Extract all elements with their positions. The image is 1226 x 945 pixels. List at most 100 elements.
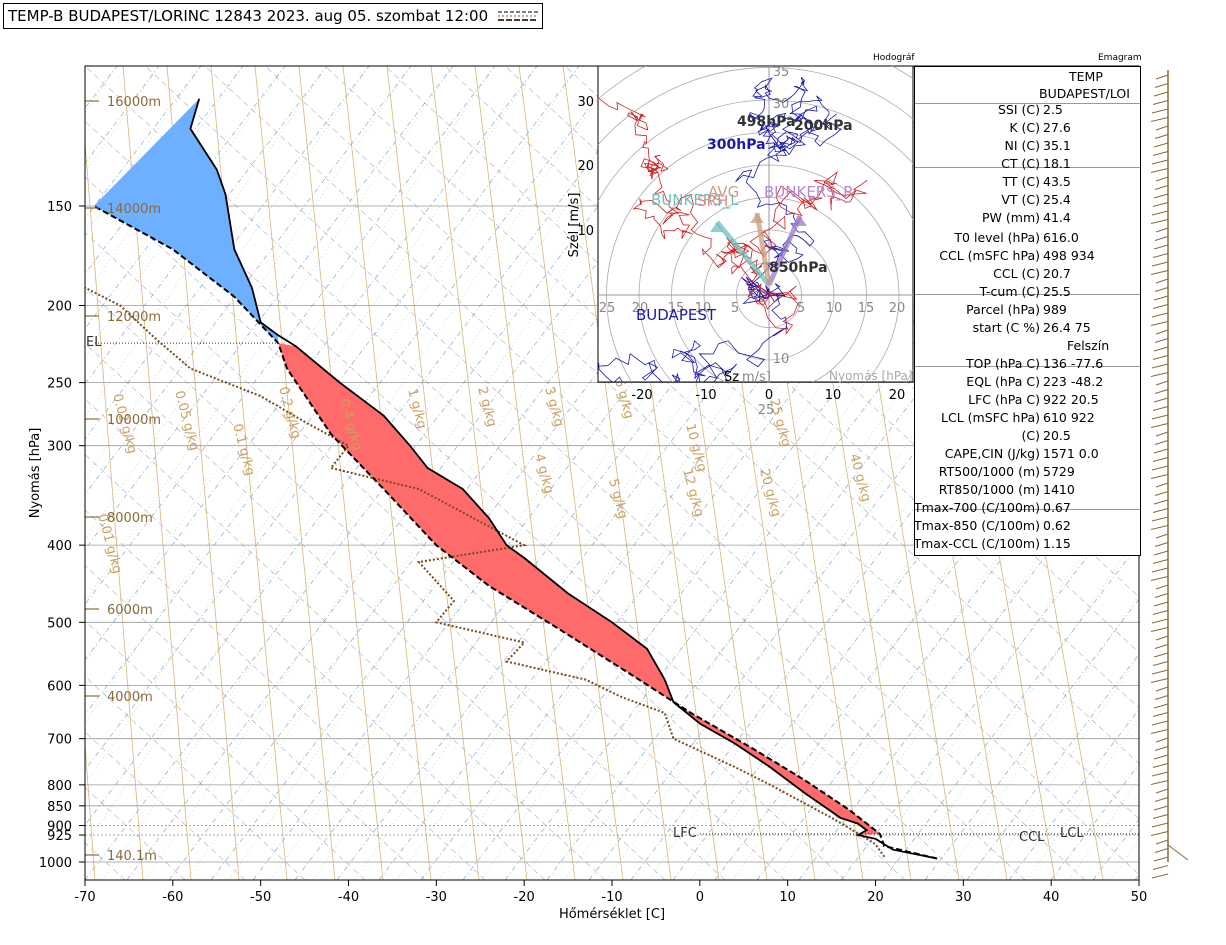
hodograph-y-tick: 10: [577, 224, 594, 239]
table-row-label: TOP (hPa C): [966, 356, 1040, 371]
wind-barb: [1151, 465, 1169, 471]
table-row-value: 25.5: [1043, 284, 1071, 299]
dry-adiabat: [798, 433, 1139, 880]
ccl-label: CCL: [1019, 830, 1045, 845]
wind-barb: [1152, 814, 1169, 819]
wind-barb: [1150, 576, 1169, 581]
isotherm-skew: [0, 66, 5, 880]
table-row-label: SSI (C): [997, 102, 1040, 117]
table-row-value: 136 -77.6: [1043, 356, 1104, 371]
table-header-station: BUDAPEST/LOI: [1039, 86, 1130, 101]
mixing-ratio-label: 0.05 g/kg: [171, 389, 201, 452]
hodograph-x-tick: -10: [695, 388, 716, 403]
y-tick-label: 400: [47, 539, 72, 554]
moist-adiabat: [1195, 66, 1226, 880]
wind-barb: [1153, 550, 1169, 556]
indices-table: TEMP BUDAPEST/LOI SSI (C) 2.5 K (C) 27.6 NI …: [914, 66, 1141, 556]
x-tick-label: -30: [426, 890, 447, 905]
hodograph-x-label-units: m/s]: [742, 370, 771, 385]
chart-title: TEMP-B BUDAPEST/LORINC 12843 2023. aug 0…: [8, 7, 489, 25]
dry-adiabat: [714, 322, 1139, 880]
wind-barb: [1155, 74, 1169, 80]
moist-adiabat: [942, 594, 1139, 880]
y-tick-label: 250: [47, 377, 72, 392]
y-tick-label: 150: [47, 200, 72, 215]
avg-arrow: [754, 212, 772, 286]
temperature-curve: [189, 98, 938, 860]
mixing-ratio-label: 5 g/kg: [605, 477, 630, 520]
wind-barb: [1152, 151, 1169, 156]
bunkers-right-label: BUNKERS_R: [764, 183, 854, 202]
wind-barb: [1150, 168, 1169, 173]
moist-adiabat: [102, 66, 664, 880]
dry-adiabat: [630, 212, 1139, 880]
wind-barb: [1153, 754, 1169, 760]
table-row: CCL (C) 20.7: [915, 266, 1140, 284]
table-row-label: Tmax-700 (C/100m): [914, 500, 1040, 515]
table-row-value: 27.6: [1043, 120, 1071, 135]
moist-adiabat: [900, 533, 1139, 880]
table-row-label: PW (mm): [982, 210, 1040, 225]
table-row-label: LFC (hPa C): [968, 392, 1040, 407]
moist-adiabat: [85, 66, 538, 724]
table-row-value: 2.5: [1043, 102, 1063, 117]
hodograph-panel: [597, 65, 914, 383]
mixing-ratio-line: [562, 66, 672, 880]
y-tick-label: 900: [47, 820, 72, 835]
wind-barb: [1155, 380, 1169, 386]
table-row-value: 20.7: [1043, 266, 1071, 281]
dewpoint-curve: [85, 286, 886, 858]
hodograph-x-tick: -20: [631, 388, 652, 403]
table-row: start (C %) 26.4 75: [915, 320, 1140, 338]
height-label: 14000m: [107, 202, 161, 217]
hodograph-ring-label: 15: [668, 301, 685, 316]
station-label: BUDAPEST: [636, 306, 717, 324]
wind-barb: [1151, 363, 1169, 369]
x-tick-label: 40: [1043, 890, 1060, 905]
table-row-label: RT500/1000 (m): [938, 464, 1040, 479]
wind-barb: [1152, 508, 1169, 513]
x-tick-label: -20: [514, 890, 535, 905]
wind-barb: [1152, 355, 1169, 360]
wind-barb: [1153, 448, 1169, 454]
table-row-label: CAPE,CIN (J/kg): [944, 446, 1040, 461]
x-tick-label: 50: [1131, 890, 1148, 905]
wind-barb: [1151, 516, 1169, 522]
x-tick-label: 20: [867, 890, 884, 905]
mixing-ratio-label: 4 g/kg: [531, 452, 556, 495]
y-tick-label: 300: [47, 440, 72, 455]
table-row-label: NI (C): [1004, 138, 1041, 153]
hodograph-ring-label: 20: [632, 301, 649, 316]
wind-barb: [1152, 457, 1169, 462]
table-row: Felszín: [915, 338, 1140, 356]
moist-adiabat: [1026, 716, 1139, 880]
wind-barb: [1151, 720, 1169, 726]
isotherm-skew: [1165, 66, 1226, 880]
wind-barb: [1153, 703, 1169, 709]
dry-adiabat: [1219, 66, 1226, 880]
wind-barb: [1152, 100, 1169, 105]
moist-adiabat: [228, 66, 790, 880]
table-row-value: 616.0: [1043, 230, 1079, 245]
wind-barb: [1155, 125, 1169, 131]
mixing-ratio-label: 1 g/kg: [404, 387, 429, 430]
height-label: 16000m: [107, 95, 161, 110]
hodograph-y-tick: 20: [577, 159, 594, 174]
hodograph-x-tick: 10: [825, 388, 842, 403]
table-row-value: 5729: [1043, 464, 1075, 479]
hodograph-trace: [725, 170, 868, 336]
x-tick-label: -40: [338, 890, 359, 905]
dry-adiabat: [85, 66, 454, 550]
wind-barb: [1150, 729, 1169, 734]
table-row: Parcel (hPa) 989: [915, 302, 1140, 320]
wind-barb: [1153, 397, 1169, 403]
table-row: RT850/1000 (m) 1410: [915, 482, 1140, 500]
y-tick-label: 200: [47, 299, 72, 314]
wind-barb: [1151, 108, 1169, 114]
table-header-temp: TEMP: [1069, 69, 1103, 84]
hodograph-x-tick: 20: [889, 388, 906, 403]
moist-adiabat: [270, 66, 832, 880]
wind-barb: [1154, 389, 1169, 394]
wind-barb: [1154, 236, 1169, 241]
